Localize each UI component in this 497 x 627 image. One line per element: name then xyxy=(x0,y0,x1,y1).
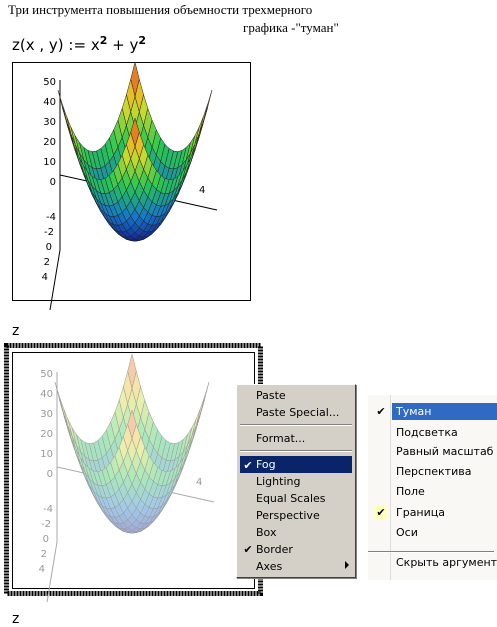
menu-item[interactable]: Lighting xyxy=(256,475,301,488)
separator xyxy=(368,551,494,553)
power: 2 xyxy=(138,34,147,47)
menu-item[interactable]: Paste Special... xyxy=(256,406,340,419)
formula: z(x , y) := x2 + y2 xyxy=(12,34,146,54)
z-tick: 20 xyxy=(43,137,56,148)
separator xyxy=(240,424,352,426)
menu-item[interactable]: Format... xyxy=(256,432,306,445)
context-menu: Paste Paste Special... Format... Fog Lightin… xyxy=(236,384,356,578)
x-tick: 4 xyxy=(199,185,205,196)
x-tick: 4 xyxy=(196,477,202,488)
menu-item[interactable]: Axes xyxy=(256,560,283,573)
title-line: Три инструмента повышения объемности тре… xyxy=(8,2,313,17)
axis xyxy=(49,249,61,311)
assign: := xyxy=(68,36,87,54)
menu-item[interactable]: Perspective xyxy=(256,509,320,522)
check-icon: ✔ xyxy=(376,405,386,418)
power: 2 xyxy=(99,34,108,47)
y-tick: -4 xyxy=(46,212,56,223)
menu-item[interactable]: Fog xyxy=(240,456,352,473)
menu-item[interactable]: Оси xyxy=(396,526,418,539)
z-tick: 40 xyxy=(43,97,56,108)
fn: z xyxy=(12,36,20,54)
y-tick: 0 xyxy=(43,534,49,545)
z-tick: 20 xyxy=(40,429,53,440)
plot-label: z xyxy=(12,611,19,627)
menu-ru: Туман Подсветка Равный масштаб Перспектива П… xyxy=(368,395,497,580)
z-tick: 0 xyxy=(50,177,56,188)
z-tick: 0 xyxy=(47,469,53,480)
y-tick: -2 xyxy=(41,519,51,530)
z-tick: 50 xyxy=(40,369,53,380)
menu-item[interactable]: Поле xyxy=(396,485,425,498)
y-tick: 2 xyxy=(41,549,47,560)
plot: 50 40 30 20 10 0 -4 -2 0 2 4 4 xyxy=(42,61,218,311)
axis xyxy=(46,541,58,603)
check-icon: ✔ xyxy=(374,506,388,520)
z-tick: 50 xyxy=(43,77,56,88)
check-icon: ✔ xyxy=(243,459,253,472)
var: x xyxy=(90,36,100,54)
title-line: графика -"туман" xyxy=(243,20,339,35)
args: (x , y) xyxy=(19,36,64,54)
z-tick: 40 xyxy=(40,389,53,400)
var: y xyxy=(129,36,139,54)
menu-item[interactable]: Граница xyxy=(396,506,446,519)
z-tick: 30 xyxy=(43,117,56,128)
z-tick: 10 xyxy=(43,157,56,168)
menu-item[interactable]: Box xyxy=(256,526,277,539)
y-tick: 4 xyxy=(42,272,48,283)
y-tick: 2 xyxy=(44,257,50,268)
menu-item[interactable]: Перспектива xyxy=(396,465,472,478)
check-icon: ✔ xyxy=(243,543,253,556)
separator xyxy=(240,450,352,452)
y-tick: 0 xyxy=(46,242,52,253)
y-tick: -2 xyxy=(44,227,54,238)
submenu-arrow xyxy=(345,561,349,569)
z-tick: 30 xyxy=(40,409,53,420)
menu-item[interactable]: Скрыть аргументы xyxy=(396,556,497,569)
op: + xyxy=(112,36,125,54)
gutter xyxy=(390,395,391,580)
y-tick: -4 xyxy=(43,504,53,515)
menu-item[interactable]: Equal Scales xyxy=(256,492,326,505)
menu-item[interactable]: Подсветка xyxy=(396,426,458,439)
menu-item[interactable]: Paste xyxy=(256,389,286,402)
menu-item[interactable]: Равный масштаб xyxy=(396,445,494,458)
plot-label: z xyxy=(12,323,19,339)
plot: 50 40 30 20 10 0 -4 -2 0 2 4 4 xyxy=(39,353,215,603)
surface-cell xyxy=(130,117,140,148)
menu-item[interactable]: Туман xyxy=(392,403,497,420)
z-tick: 10 xyxy=(40,449,53,460)
y-tick: 4 xyxy=(39,564,45,575)
surface-cell xyxy=(127,409,137,440)
menu-item[interactable]: Border xyxy=(256,543,293,556)
